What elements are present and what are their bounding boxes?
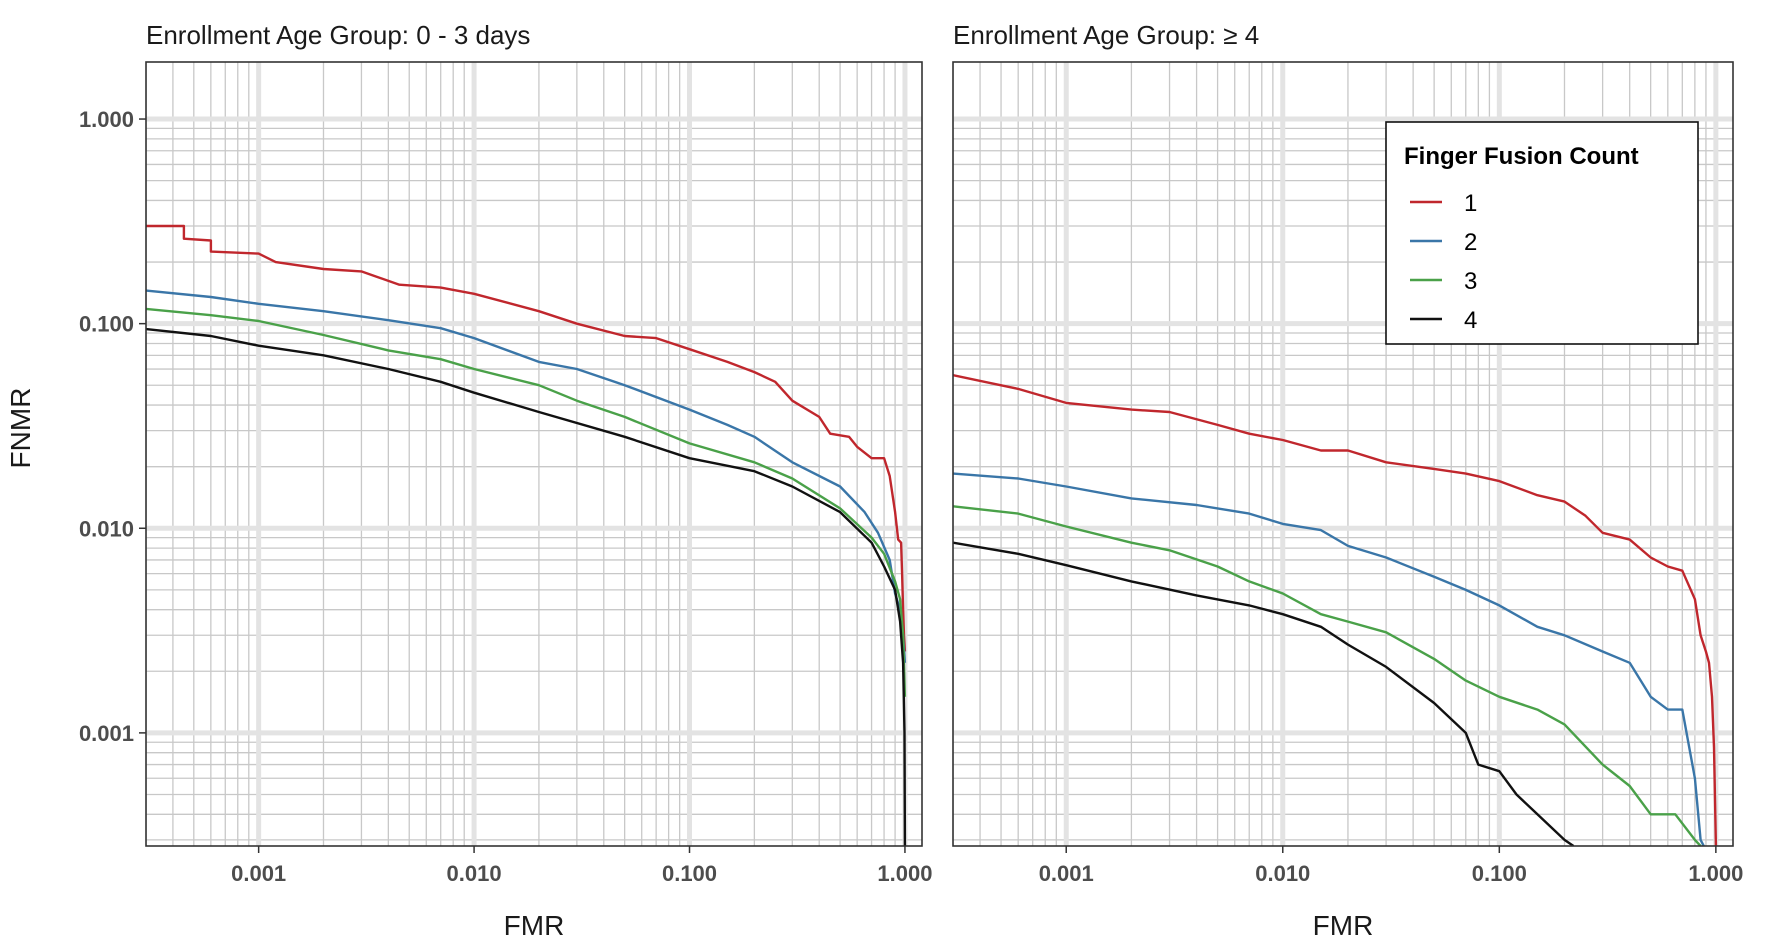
x-tick-label: 0.100 bbox=[1472, 861, 1527, 886]
legend-label-4: 4 bbox=[1464, 307, 1477, 334]
legend-title: Finger Fusion Count bbox=[1404, 143, 1639, 170]
x-tick-label: 1.000 bbox=[1688, 861, 1743, 886]
series-group bbox=[146, 224, 907, 846]
panel-title: Enrollment Age Group: 0 - 3 days bbox=[146, 20, 530, 50]
series-line-1 bbox=[953, 374, 1718, 846]
series-line-1 bbox=[146, 224, 907, 652]
panel-title: Enrollment Age Group: ≥ 4 bbox=[953, 20, 1259, 50]
series-line-2 bbox=[953, 472, 1705, 846]
plot-background bbox=[146, 62, 922, 846]
grid bbox=[146, 62, 922, 846]
panel-frame bbox=[145, 61, 923, 847]
series-line-4 bbox=[146, 327, 907, 846]
y-tick-label: 0.010 bbox=[79, 516, 134, 541]
x-axis-title: FMR bbox=[504, 910, 565, 941]
x-tick-label: 0.100 bbox=[662, 861, 717, 886]
legend-label-1: 1 bbox=[1464, 190, 1477, 217]
series-line-4 bbox=[953, 541, 1575, 846]
x-axis-title: FMR bbox=[1313, 910, 1374, 941]
panel-frame bbox=[952, 61, 1734, 847]
x-tick-label: 0.010 bbox=[447, 861, 502, 886]
y-tick-label: 1.000 bbox=[79, 107, 134, 132]
x-tick-label: 0.001 bbox=[231, 861, 286, 886]
y-tick-label: 0.001 bbox=[79, 721, 134, 746]
series-line-3 bbox=[146, 307, 907, 697]
panel-0-3-days: Enrollment Age Group: 0 - 3 days 0.001 0.0… bbox=[79, 20, 933, 941]
x-tick-label: 0.010 bbox=[1255, 861, 1310, 886]
y-axis-title: FNMR bbox=[5, 388, 36, 469]
x-tick-label: 1.000 bbox=[877, 861, 932, 886]
legend-box bbox=[1385, 121, 1699, 345]
series-line-3 bbox=[953, 505, 1702, 846]
x-tick-label: 0.001 bbox=[1039, 861, 1094, 886]
legend-label-3: 3 bbox=[1464, 268, 1477, 295]
legend: Finger Fusion Count 1 2 3 4 bbox=[1385, 121, 1699, 345]
panel-4-plus: Enrollment Age Group: ≥ 4 0.001 0.010 0.100… bbox=[952, 20, 1743, 941]
y-tick-label: 0.100 bbox=[79, 312, 134, 337]
legend-label-2: 2 bbox=[1464, 229, 1477, 256]
series-group bbox=[953, 374, 1718, 846]
